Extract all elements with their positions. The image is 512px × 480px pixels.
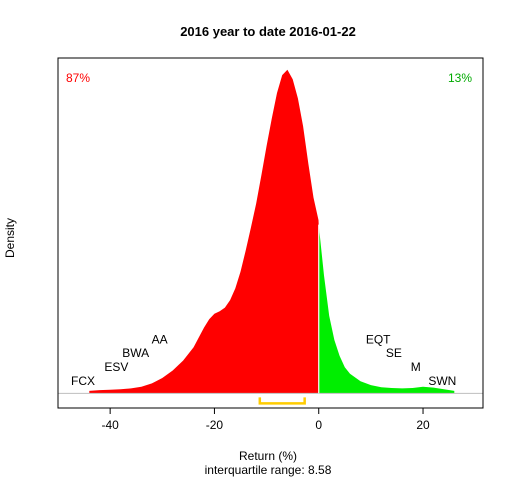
plot-box bbox=[57, 57, 484, 409]
y-axis-label: Density bbox=[3, 218, 17, 258]
x-tick-label: 0 bbox=[315, 418, 322, 432]
x-tick-label: -20 bbox=[206, 418, 224, 432]
ticker-label: SE bbox=[386, 346, 402, 360]
ticker-label: ESV bbox=[104, 360, 128, 374]
ticker-label: EQT bbox=[366, 332, 391, 346]
positive-share-label: 13% bbox=[448, 71, 472, 85]
ticker-label: FCX bbox=[71, 374, 95, 388]
chart-title: 2016 year to date 2016-01-22 bbox=[180, 24, 356, 39]
negative-returns-area bbox=[89, 69, 319, 394]
ticker-label: AA bbox=[152, 332, 168, 346]
ticker-label: SWN bbox=[428, 374, 456, 388]
x-axis-label: Return (%) bbox=[239, 449, 297, 463]
interquartile-range-note: interquartile range: 8.58 bbox=[205, 463, 332, 477]
ticker-label: BWA bbox=[122, 346, 149, 360]
positive-returns-area bbox=[318, 224, 455, 394]
x-tick-label: -40 bbox=[101, 418, 119, 432]
negative-share-label: 87% bbox=[66, 71, 90, 85]
interquartile-range-bracket bbox=[258, 397, 306, 405]
x-tick-label: 20 bbox=[416, 418, 430, 432]
ticker-label: M bbox=[411, 360, 421, 374]
